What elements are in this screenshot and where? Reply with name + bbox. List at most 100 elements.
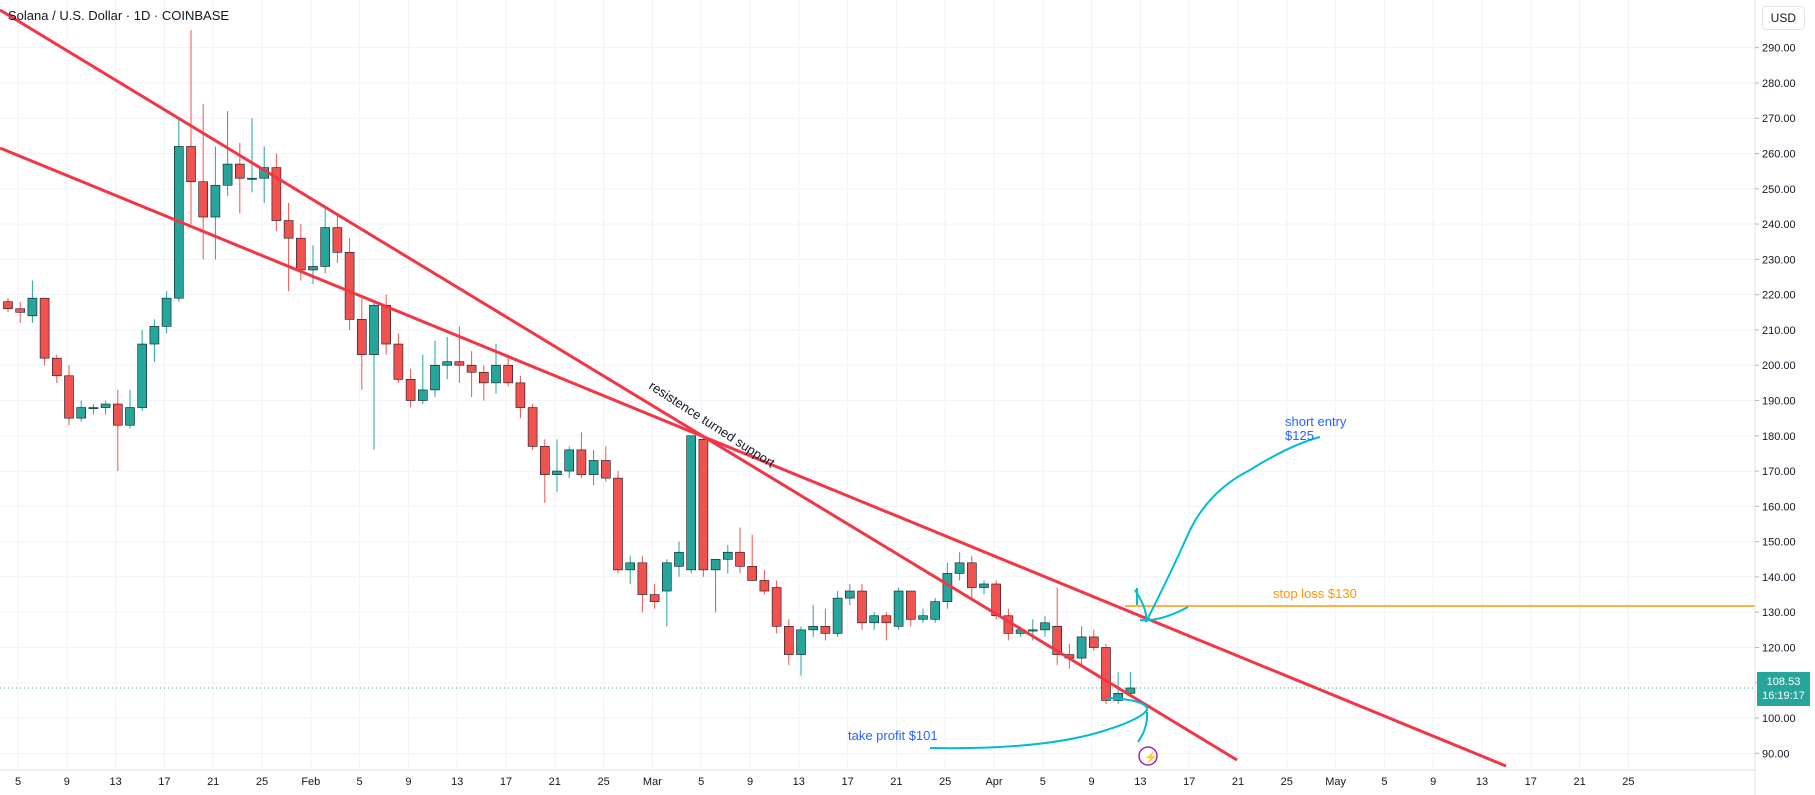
candle-body [356,319,367,355]
x-tick-label: 5 [15,776,21,788]
candle-body [186,146,196,183]
candle-body [783,626,794,655]
candle-body [454,361,465,366]
y-tick-label: 170.00 [1762,466,1796,478]
y-tick-label: 180.00 [1762,431,1796,443]
x-tick-label: 21 [1232,776,1244,788]
chart-title: Solana / U.S. Dollar · 1D · COINBASE [8,8,230,23]
candle-body [100,403,111,408]
y-tick-label: 100.00 [1762,713,1796,725]
candle-body [747,566,758,581]
x-tick-label: 9 [1430,776,1436,788]
currency-button[interactable]: USD [1761,6,1805,30]
candle-body [430,364,440,391]
candle-body [588,460,599,475]
y-tick-label: 130.00 [1762,607,1796,619]
candle-body [161,297,172,327]
y-tick-label: 280.00 [1762,78,1796,90]
y-tick-label: 200.00 [1762,360,1796,372]
candle-body [881,615,892,624]
x-tick-label: 5 [1381,776,1387,788]
candle-body [918,615,928,620]
candle-body [515,382,526,408]
candle-body [674,551,684,567]
y-tick-label: 190.00 [1762,396,1796,408]
y-tick-label: 90.00 [1762,748,1790,760]
candle-body [137,343,147,408]
candle-body [1089,636,1099,648]
x-tick-label: 25 [1622,776,1634,788]
candle-body [295,237,306,271]
candle-body [905,590,916,620]
time-axis[interactable]: 5 9 13 17 21 25 Feb 5 9 13 17 21 25 Mar 5 9 13 17 21 25 Apr 5… [0,769,1755,788]
x-tick-label: May [1325,776,1346,788]
candle-body [979,583,989,588]
candle-body [3,301,13,310]
x-tick-label: 9 [405,776,411,788]
lower-trendline [0,146,1507,768]
x-tick-label: 21 [549,776,561,788]
candle-body [527,407,538,447]
y-tick-label: 150.00 [1762,537,1796,549]
candle-body [1052,626,1062,655]
candle-body [125,407,135,426]
candle-body [332,227,343,253]
x-tick-label: 25 [597,776,609,788]
candle-body [1125,687,1136,694]
candle-body [442,361,453,366]
price-tag: 108.53 16:19:17 [1757,672,1810,706]
short-entry-label-1: short entry [1285,414,1347,429]
candle-body [247,177,257,180]
candle-body [320,227,331,267]
take-profit-arrow [929,697,1148,750]
candle-body [735,551,745,567]
candle-body [710,558,721,571]
candle-body [393,343,404,380]
candle-body [15,308,25,313]
candle-body [381,304,392,345]
candle-body [820,626,831,634]
y-tick-label: 220.00 [1762,290,1796,302]
candle-body [491,364,501,384]
candle-body [722,551,733,560]
candle-body [552,470,562,475]
x-tick-label: 13 [109,776,121,788]
candle-body [637,562,648,595]
x-tick-label: 17 [500,776,512,788]
take-profit-hook [1137,711,1149,743]
drawings: resistence turned support short entry $1… [0,8,1755,768]
y-tick-label: 270.00 [1762,113,1796,125]
x-tick-label: 25 [1281,776,1293,788]
x-tick-label: 13 [451,776,463,788]
y-tick-label: 250.00 [1762,184,1796,196]
x-tick-label: 13 [1476,776,1488,788]
y-tick-label: 120.00 [1762,643,1796,655]
x-tick-label: 9 [1089,776,1095,788]
x-tick-label: Mar [643,776,662,788]
lightning-icon[interactable] [1138,746,1158,766]
x-tick-label: 5 [698,776,704,788]
candle-body [1040,622,1050,631]
candle-body [369,304,379,355]
candle-body [235,163,245,179]
price-axis[interactable]: 90.00100.00110.00120.00130.00140.00150.0… [1754,0,1796,795]
candle-body [466,364,477,373]
candle-body [308,266,318,271]
y-tick-label: 260.00 [1762,149,1796,161]
candle-body [503,364,514,384]
candle-body [210,184,221,218]
candle-body [27,297,38,317]
take-profit-label: take profit $101 [848,728,938,743]
chart-grid [0,0,1755,770]
candle-body [51,357,62,377]
candle-body [796,629,806,655]
x-tick-label: 21 [1573,776,1585,788]
x-tick-label: 13 [793,776,805,788]
x-tick-label: 5 [1040,776,1046,788]
upper-trendline [0,8,1238,762]
x-tick-label: Feb [301,776,320,788]
x-tick-label: 25 [256,776,268,788]
candle-body [1076,636,1087,659]
y-tick-label: 290.00 [1762,43,1796,55]
